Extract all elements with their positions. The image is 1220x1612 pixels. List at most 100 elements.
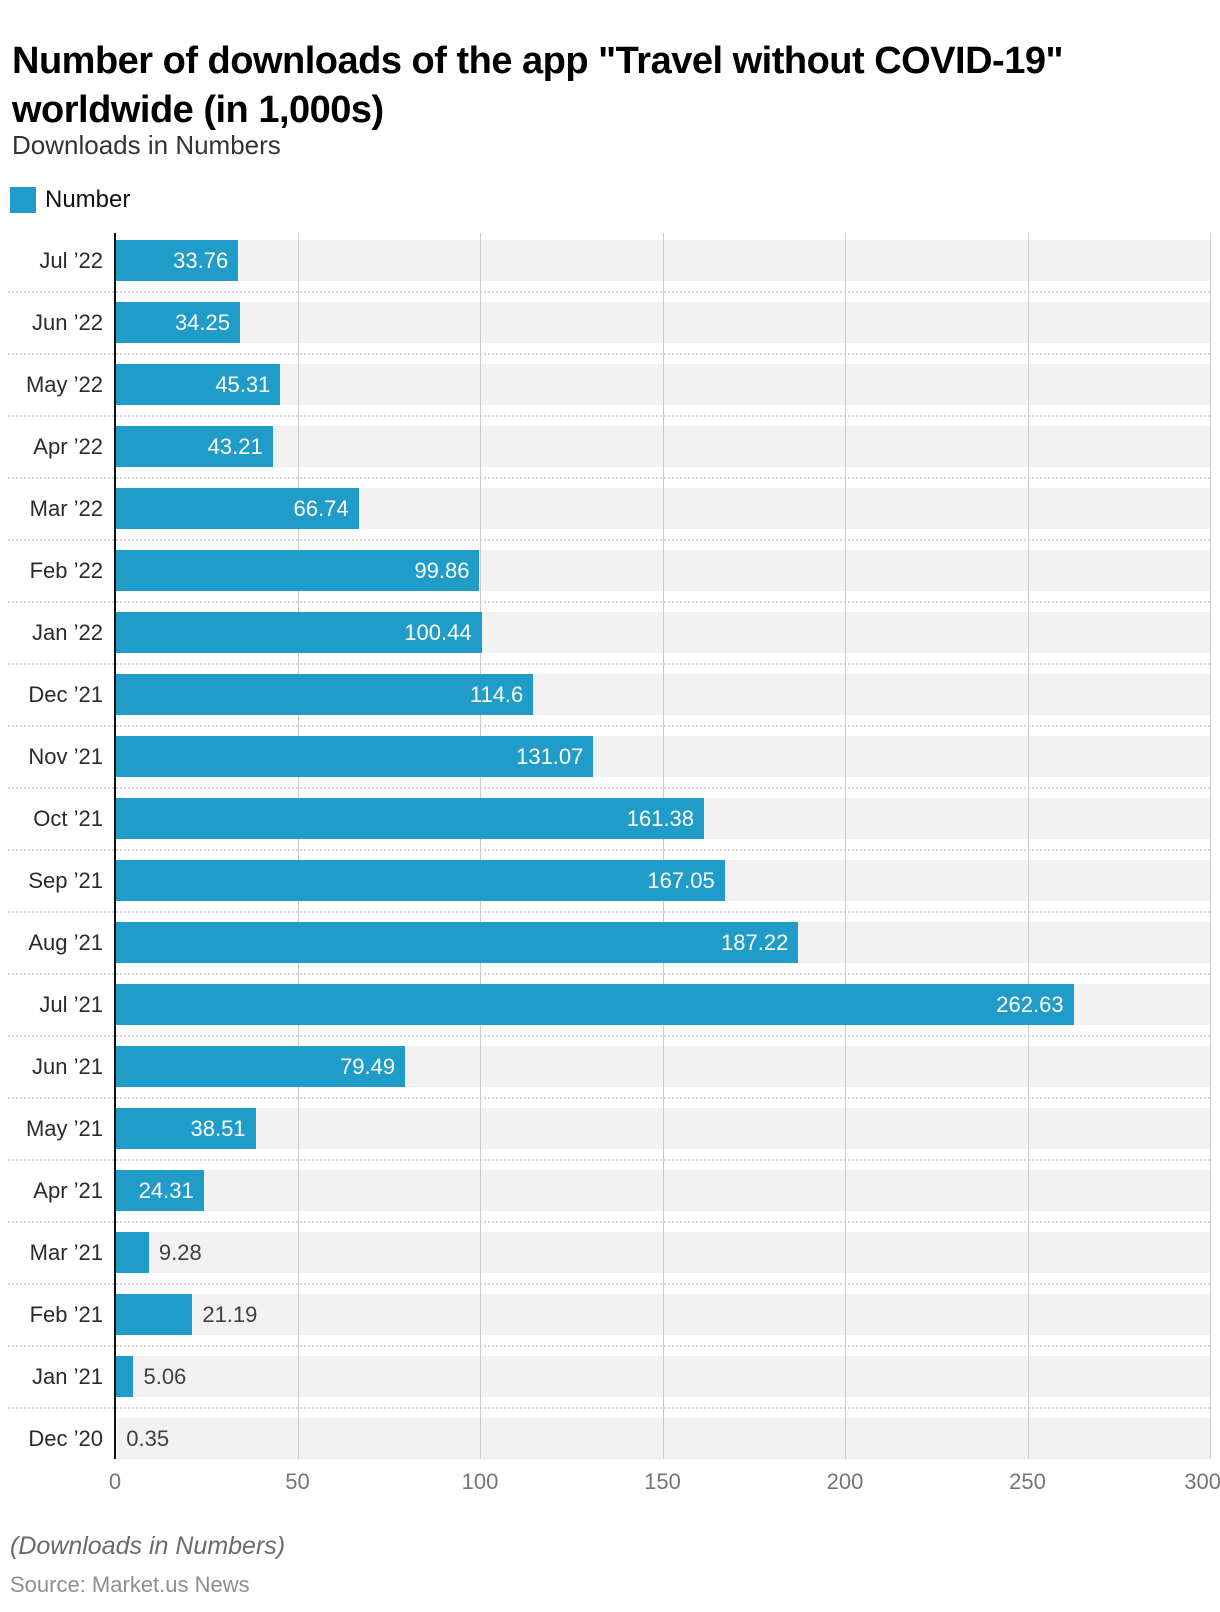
row-plot-area: 5.06 [115, 1346, 1210, 1408]
row-plot-area: 33.76 [115, 230, 1210, 292]
row-separator [8, 973, 1210, 975]
value-label: 5.06 [143, 1364, 187, 1389]
bar-row: Dec ’21 114.6 [8, 664, 1210, 726]
category-label: Apr ’21 [33, 1178, 103, 1203]
bar[interactable]: 9.28 [115, 1232, 202, 1273]
row-background-band [115, 1108, 1210, 1149]
bar-row: Jun ’22 34.25 [8, 292, 1210, 354]
row-plot-area: 167.05 [115, 850, 1210, 912]
bar[interactable]: 43.21 [115, 426, 273, 467]
bar-row: Aug ’21 187.22 [8, 912, 1210, 974]
value-label: 99.86 [414, 558, 470, 583]
bar[interactable]: 161.38 [115, 798, 705, 839]
chart-title-line2: worldwide (in 1,000s) [12, 89, 384, 132]
chart-title-line1: Number of downloads of the app "Travel w… [12, 40, 1064, 83]
row-background-band [115, 240, 1210, 281]
row-background-band [115, 1294, 1210, 1335]
row-separator [8, 539, 1210, 541]
source-credit: Source: Market.us News [10, 1572, 250, 1597]
bar[interactable]: 114.6 [115, 674, 534, 715]
x-tick-label: 0 [108, 1469, 122, 1494]
bar[interactable]: 34.25 [115, 302, 240, 343]
bar-row: Sep ’21 167.05 [8, 850, 1210, 912]
row-separator [8, 1407, 1210, 1409]
value-label: 262.63 [996, 992, 1064, 1017]
row-background-band [115, 1232, 1210, 1273]
category-label: Jan ’21 [32, 1364, 103, 1389]
value-label: 79.49 [340, 1054, 396, 1079]
bar-row: Jul ’21 262.63 [8, 974, 1210, 1036]
bar[interactable]: 131.07 [115, 736, 594, 777]
bar-row: Jun ’21 79.49 [8, 1036, 1210, 1098]
category-label: May ’21 [25, 1116, 103, 1141]
bar[interactable]: 100.44 [115, 612, 482, 653]
category-label: Aug ’21 [28, 930, 103, 955]
legend-label: Number [45, 186, 131, 213]
row-plot-area: 187.22 [115, 912, 1210, 974]
bar[interactable]: 45.31 [115, 364, 281, 405]
value-label: 167.05 [647, 868, 715, 893]
category-label: Apr ’22 [33, 434, 103, 459]
row-plot-area: 100.44 [115, 602, 1210, 664]
bar[interactable]: 21.19 [115, 1294, 257, 1335]
category-label: Feb ’22 [29, 558, 103, 583]
row-plot-area: 43.21 [115, 416, 1210, 478]
row-separator [8, 1283, 1210, 1285]
bar-row: Feb ’21 21.19 [8, 1284, 1210, 1346]
bar[interactable]: 79.49 [115, 1046, 406, 1087]
row-plot-area: 79.49 [115, 1036, 1210, 1098]
row-plot-area: 38.51 [115, 1098, 1210, 1160]
row-background-band [115, 302, 1210, 343]
row-separator [8, 477, 1210, 479]
x-tick-label: 300 [1184, 1469, 1220, 1494]
bar-row: Nov ’21 131.07 [8, 726, 1210, 788]
value-label: 24.31 [138, 1178, 194, 1203]
legend-swatch-icon [10, 187, 36, 213]
row-separator [8, 911, 1210, 913]
row-plot-area: 99.86 [115, 540, 1210, 602]
category-label: Jul ’21 [39, 992, 103, 1017]
value-label: 38.51 [190, 1116, 246, 1141]
category-label: Jul ’22 [39, 248, 103, 273]
row-background-band [115, 1356, 1210, 1397]
bar[interactable]: 66.74 [115, 488, 359, 529]
chart-title: Number of downloads of the app "Travel w… [12, 37, 1212, 135]
bar[interactable]: 5.06 [115, 1356, 186, 1397]
value-label: 43.21 [207, 434, 263, 459]
value-label: 0.35 [126, 1426, 170, 1451]
bar[interactable]: 99.86 [115, 550, 480, 591]
legend-item-number[interactable]: Number [10, 186, 130, 214]
bar-row: May ’21 38.51 [8, 1098, 1210, 1160]
category-label: Jan ’22 [32, 620, 103, 645]
bar[interactable]: 187.22 [115, 922, 799, 963]
category-label: Dec ’21 [28, 682, 103, 707]
row-plot-area: 131.07 [115, 726, 1210, 788]
bar-row: May ’22 45.31 [8, 354, 1210, 416]
row-plot-area: 21.19 [115, 1284, 1210, 1346]
bar[interactable]: 33.76 [115, 240, 239, 281]
bar-row: Apr ’22 43.21 [8, 416, 1210, 478]
value-label: 100.44 [404, 620, 472, 645]
value-label: 131.07 [516, 744, 584, 769]
row-separator [8, 1345, 1210, 1347]
row-plot-area: 114.6 [115, 664, 1210, 726]
bar[interactable]: 262.63 [115, 984, 1074, 1025]
row-background-band [115, 426, 1210, 467]
row-plot-area: 24.31 [115, 1160, 1210, 1222]
row-background-band [115, 1170, 1210, 1211]
x-tick-label: 100 [461, 1469, 499, 1494]
bar-row: Apr ’21 24.31 [8, 1160, 1210, 1222]
chart-rows: Jul ’22 33.76 Jun ’22 34.25 May ’22 45.31 Apr … [8, 230, 1210, 1470]
bar[interactable]: 167.05 [115, 860, 725, 901]
row-separator [8, 291, 1210, 293]
row-plot-area: 45.31 [115, 354, 1210, 416]
value-label: 33.76 [173, 248, 229, 273]
bar[interactable]: 38.51 [115, 1108, 256, 1149]
row-separator [8, 1097, 1210, 1099]
value-label: 66.74 [293, 496, 349, 521]
bar[interactable]: 24.31 [115, 1170, 204, 1211]
value-label: 114.6 [469, 682, 524, 707]
value-label: 45.31 [215, 372, 271, 397]
bar-row: Dec ’20 0.35 [8, 1408, 1210, 1470]
row-separator [8, 1159, 1210, 1161]
